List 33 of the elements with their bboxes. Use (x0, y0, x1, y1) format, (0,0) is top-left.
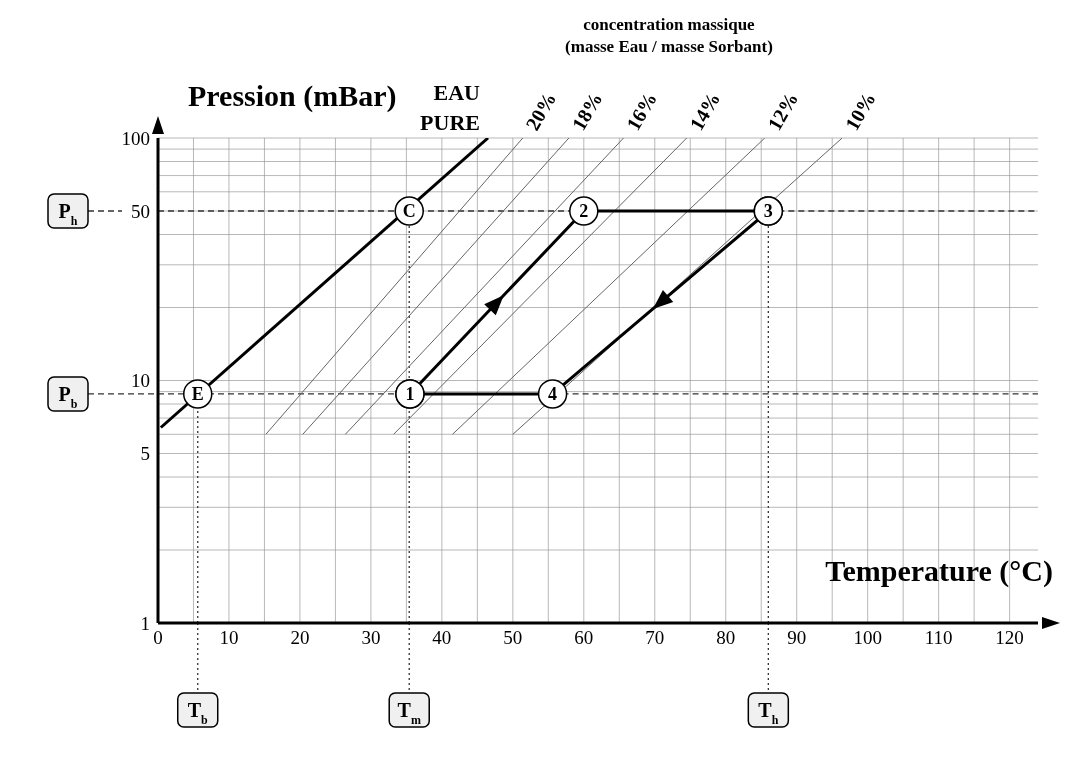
y-tick-label: 50 (131, 200, 150, 222)
x-tick-label: 70 (645, 627, 665, 649)
x-tick-label: 50 (503, 627, 523, 649)
x-tick-label: 120 (995, 627, 1024, 649)
series-label: EAU PURE (420, 80, 481, 135)
x-tick-label: 20 (290, 627, 310, 649)
x-tick-label: 60 (574, 627, 594, 649)
x-tick-label: 110 (924, 627, 953, 649)
ref-line-label: P$_{h}$ (58, 200, 78, 228)
x-tick-label: 0 (153, 627, 163, 649)
ref-line-label: T$_{h}$ (758, 699, 779, 727)
y-tick-label: 100 (121, 127, 150, 149)
annotation: 3 (763, 201, 773, 221)
ref-line-label: P$_{b}$ (58, 382, 78, 411)
x-tick-label: 90 (787, 627, 807, 649)
x-tick-label: 30 (361, 627, 381, 649)
annotation: E (191, 383, 204, 404)
annotation: 2 (579, 201, 589, 221)
ref-line-label: T$_{b}$ (187, 699, 209, 727)
x-tick-label: 100 (853, 627, 882, 649)
text: concentration massique (masse Eau / masse Sorbant) (565, 15, 773, 56)
annotation: 4 (548, 383, 558, 404)
y-axis-title: Pression (mBar) (188, 79, 397, 113)
ref-line-label: T$_{m}$ (397, 699, 421, 727)
y-tick-label: 1 (140, 612, 150, 634)
y-tick-label: 10 (131, 370, 150, 392)
x-tick-label: 10 (219, 627, 239, 649)
annotation: 1 (405, 383, 415, 404)
x-axis-title: Temperature (°C) (825, 554, 1053, 588)
y-tick-label: 5 (140, 443, 150, 465)
annotation: C (402, 201, 416, 221)
x-tick-label: 40 (432, 627, 452, 649)
x-tick-label: 80 (716, 627, 736, 649)
